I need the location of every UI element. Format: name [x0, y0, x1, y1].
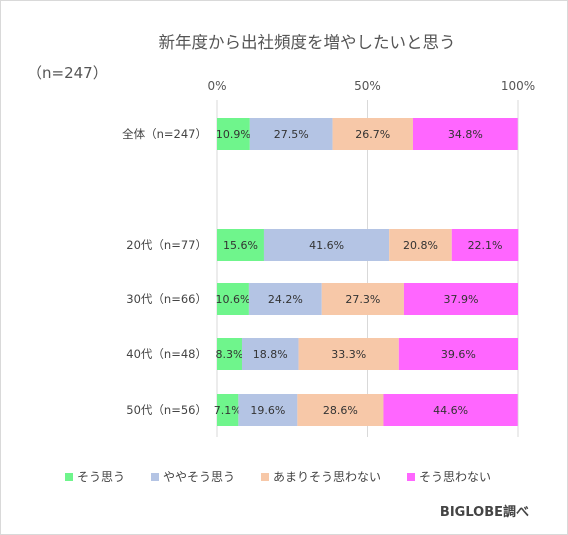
category-label: 全体（n=247）	[122, 127, 207, 141]
legend-label: ややそう思う	[163, 470, 235, 484]
bar-segment	[403, 283, 518, 315]
bar-segment	[217, 338, 242, 370]
data-label: 22.1%	[468, 239, 503, 252]
data-label: 15.6%	[223, 239, 258, 252]
category-label: 30代（n=66）	[126, 292, 207, 306]
bar-segment	[238, 394, 298, 426]
bar-segment	[297, 394, 384, 426]
bar-segment	[412, 118, 518, 150]
legend-label: そう思わない	[419, 470, 491, 484]
bar-segment	[451, 229, 519, 261]
data-label: 10.6%	[215, 293, 250, 306]
bar-segment	[248, 283, 322, 315]
category-label: 40代（n=48）	[126, 347, 207, 361]
data-label: 18.8%	[253, 348, 288, 361]
bar-segment	[398, 338, 518, 370]
data-label: 33.3%	[331, 348, 366, 361]
data-label: 24.2%	[268, 293, 303, 306]
bar-segment	[217, 118, 250, 150]
category-label: 50代（n=56）	[126, 403, 207, 417]
bar-segment	[383, 394, 518, 426]
data-label: 41.6%	[309, 239, 344, 252]
data-label: 10.9%	[216, 128, 251, 141]
legend: そう思う ややそう思う あまりそう思わない そう思わない	[65, 470, 491, 484]
legend-label: あまりそう思わない	[273, 470, 381, 484]
bar-segment	[332, 118, 413, 150]
bar-segment	[298, 338, 399, 370]
x-tick-label: 50%	[354, 79, 381, 93]
bar-segment	[389, 229, 452, 261]
data-label: 7.1%	[214, 404, 242, 417]
bar-segment	[321, 283, 404, 315]
bars: 10.9% 27.5% 26.7% 34.8% 15.6% 41.6% 20.8% 22.1%…	[214, 118, 519, 426]
bar-segment	[249, 118, 333, 150]
chart-subtitle: （n=247）	[27, 64, 108, 82]
legend-swatch	[407, 473, 415, 481]
chart-title: 新年度から出社頻度を増やしたいと思う	[159, 33, 456, 52]
x-tick-labels: 0% 50% 100%	[207, 79, 535, 93]
data-label: 34.8%	[448, 128, 483, 141]
data-label: 39.6%	[441, 348, 476, 361]
bar-segment	[217, 394, 239, 426]
category-labels: 全体（n=247） 20代（n=77） 30代（n=66） 40代（n=48） 50代（…	[122, 127, 207, 417]
grid-lines	[216, 100, 519, 437]
source-note: BIGLOBE調べ	[440, 504, 529, 520]
data-label: 26.7%	[355, 128, 390, 141]
legend-swatch	[151, 473, 159, 481]
legend-label: そう思う	[77, 470, 125, 484]
data-label: 19.6%	[250, 404, 285, 417]
x-tick-label: 100%	[501, 79, 535, 93]
data-label: 27.3%	[345, 293, 380, 306]
data-label: 37.9%	[443, 293, 478, 306]
bar-segment	[217, 283, 249, 315]
data-label: 28.6%	[323, 404, 358, 417]
x-tick-label: 0%	[207, 79, 226, 93]
data-label: 44.6%	[433, 404, 468, 417]
bar-segment	[217, 229, 264, 261]
legend-swatch	[65, 473, 73, 481]
bar-segment	[241, 338, 299, 370]
category-label: 20代（n=77）	[126, 238, 207, 252]
bar-segment	[263, 229, 390, 261]
data-label: 8.3%	[216, 348, 244, 361]
legend-swatch	[261, 473, 269, 481]
data-label: 27.5%	[274, 128, 309, 141]
data-label: 20.8%	[403, 239, 438, 252]
